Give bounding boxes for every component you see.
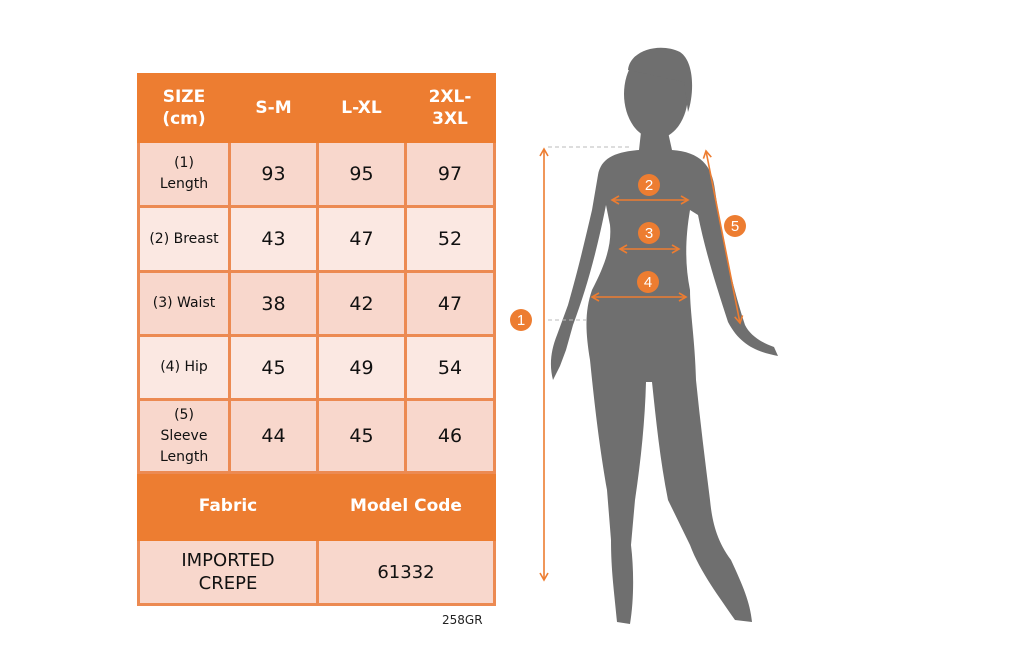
svg-text:4: 4 bbox=[644, 274, 652, 291]
cell: 45 bbox=[316, 398, 407, 474]
cell: 44 bbox=[228, 398, 319, 474]
table-row: (5) Sleeve Length 44 45 46 bbox=[137, 398, 496, 474]
marker-5: 5 bbox=[724, 215, 746, 237]
product-code: 258GR bbox=[442, 613, 483, 627]
cell: 97 bbox=[404, 140, 496, 208]
fabric-row: IMPORTED CREPE 61332 bbox=[137, 538, 496, 606]
marker-4: 4 bbox=[637, 271, 659, 293]
cell: 95 bbox=[316, 140, 407, 208]
svg-text:5: 5 bbox=[731, 218, 739, 235]
cell: 45 bbox=[228, 334, 319, 401]
cell: 46 bbox=[404, 398, 496, 474]
marker-3: 3 bbox=[638, 222, 660, 244]
header-row: SIZE (cm) S-M L-XL 2XL-3XL bbox=[137, 73, 496, 143]
fabric-value: IMPORTED CREPE bbox=[137, 538, 319, 606]
row-label: (4) Hip bbox=[137, 334, 231, 401]
row-label: (5) Sleeve Length bbox=[137, 398, 231, 474]
cell: 47 bbox=[316, 205, 407, 273]
fabric-label: Fabric bbox=[137, 471, 319, 541]
cell: 52 bbox=[404, 205, 496, 273]
svg-text:1: 1 bbox=[517, 312, 525, 329]
cell: 93 bbox=[228, 140, 319, 208]
cell: 38 bbox=[228, 270, 319, 337]
header-size: SIZE (cm) bbox=[137, 73, 231, 143]
cell: 43 bbox=[228, 205, 319, 273]
row-label: (1) Length bbox=[137, 140, 231, 208]
table-row: (2) Breast 43 47 52 bbox=[137, 205, 496, 273]
table-row: (1) Length 93 95 97 bbox=[137, 140, 496, 208]
table-row: (4) Hip 45 49 54 bbox=[137, 334, 496, 401]
row-label: (2) Breast bbox=[137, 205, 231, 273]
row-label: (3) Waist bbox=[137, 270, 231, 337]
cell: 47 bbox=[404, 270, 496, 337]
svg-text:3: 3 bbox=[645, 225, 653, 242]
size-chart-table: SIZE (cm) S-M L-XL 2XL-3XL (1) Length 93… bbox=[137, 73, 496, 606]
fabric-header-row: Fabric Model Code bbox=[137, 471, 496, 541]
marker-2: 2 bbox=[638, 174, 660, 196]
model-code-label: Model Code bbox=[316, 471, 496, 541]
cell: 42 bbox=[316, 270, 407, 337]
header-s-m: S-M bbox=[228, 73, 319, 143]
woman-silhouette bbox=[550, 47, 778, 624]
cell: 49 bbox=[316, 334, 407, 401]
table-row: (3) Waist 38 42 47 bbox=[137, 270, 496, 337]
sleeve-arrow bbox=[702, 149, 744, 325]
header-2xl-3xl: 2XL-3XL bbox=[404, 73, 496, 143]
model-code-value: 61332 bbox=[316, 538, 496, 606]
marker-1: 1 bbox=[510, 309, 532, 331]
cell: 54 bbox=[404, 334, 496, 401]
svg-text:2: 2 bbox=[645, 177, 653, 194]
header-l-xl: L-XL bbox=[316, 73, 407, 143]
measurement-guides bbox=[539, 146, 744, 582]
